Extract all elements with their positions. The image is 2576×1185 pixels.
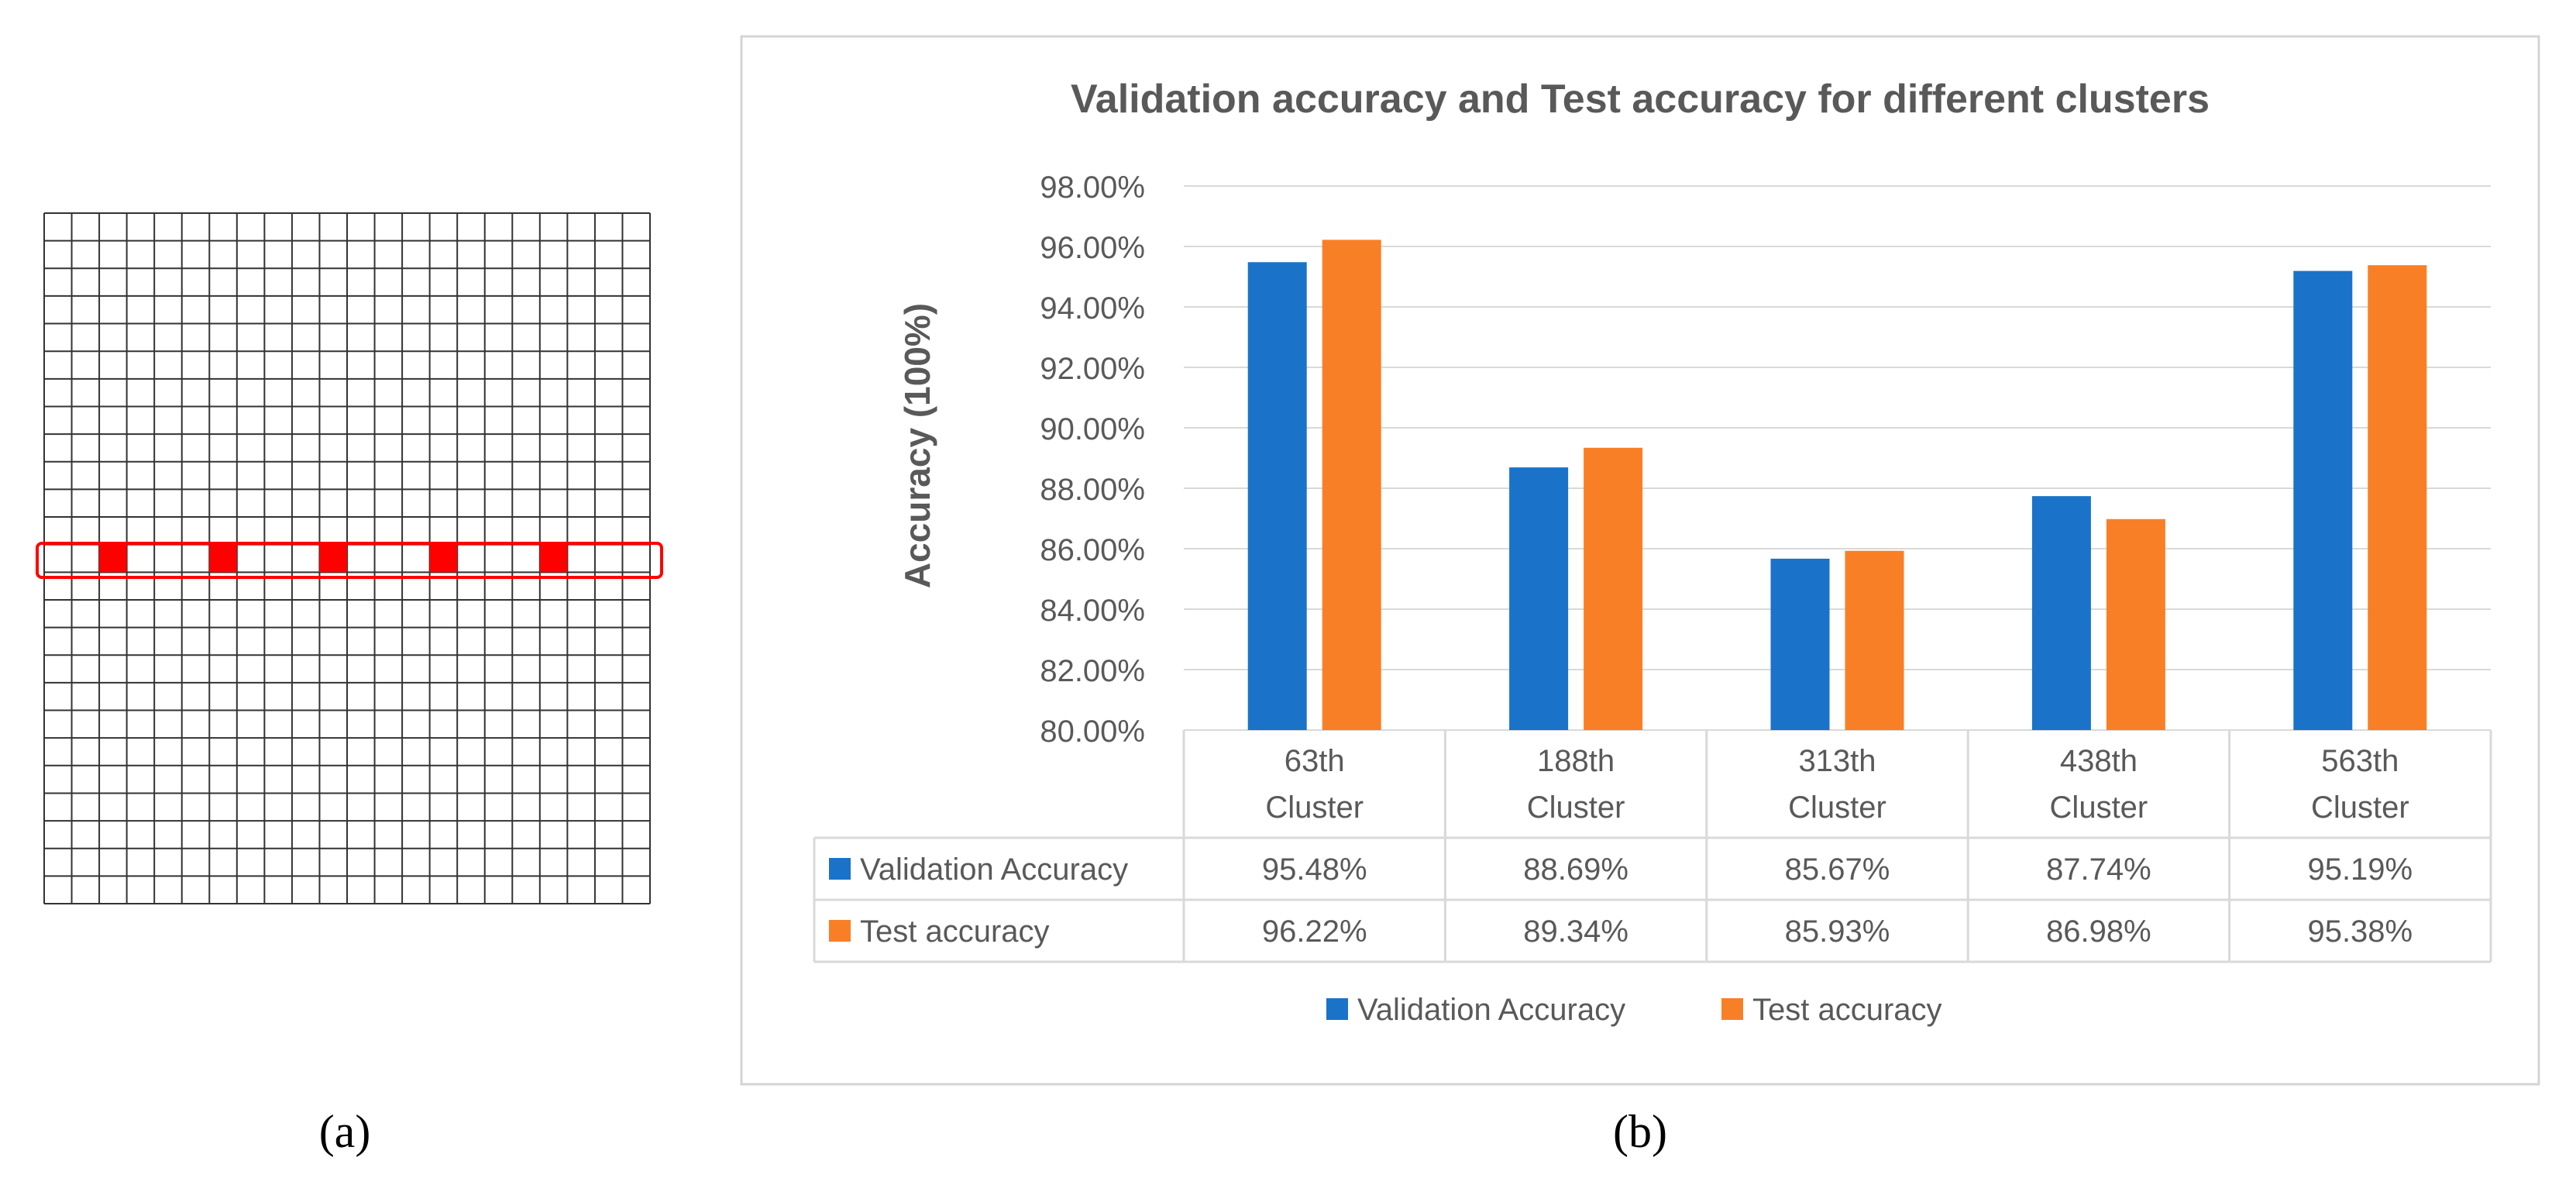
panel-a-label: (a) [319,1106,371,1157]
bar-validation-accuracy [1509,467,1569,730]
bar-test-accuracy [1845,550,1904,730]
table-series-label: Test accuracy [860,915,1050,949]
highlighted-cell [429,544,458,573]
data-label: 95.38% [2307,915,2413,949]
y-tick-label: 84.00% [1040,594,1145,628]
y-tick-label: 94.00% [1040,291,1145,326]
y-tick-label: 88.00% [1040,473,1145,507]
y-axis-label: Accuracy (100%) [897,303,937,588]
data-label: 85.93% [1785,915,1890,949]
bar-test-accuracy [1322,239,1381,730]
bar-validation-accuracy [1247,262,1307,730]
bar-validation-accuracy [2031,496,2091,730]
y-tick-label: 82.00% [1040,654,1145,688]
legend-label: Validation Accuracy [1357,993,1625,1027]
table-legend-key [829,858,851,880]
x-tick-label: Cluster [1527,791,1625,825]
x-tick-label: 438th [2060,744,2137,778]
y-gridlines [1184,185,2491,731]
data-table: 63th Cluster 188th Cluster 313th Cluster 438th… [813,730,2492,963]
x-tick-label: Cluster [2311,791,2409,825]
y-tick-label: 86.00% [1040,533,1145,567]
data-label: 95.48% [1262,853,1367,887]
data-label: 95.19% [2307,853,2413,887]
bar-validation-accuracy [1770,558,1830,730]
legend-label: Test accuracy [1752,993,1942,1027]
data-label: 85.67% [1785,853,1890,887]
highlighted-row-outline [36,542,663,579]
x-tick-label: 188th [1537,744,1615,778]
x-tick-label: 563th [2321,744,2399,778]
legend: Validation Accuracy Test accuracy [1326,993,1942,1027]
data-label: 89.34% [1523,915,1628,949]
highlighted-cell [539,544,568,573]
x-tick-label: Cluster [1788,791,1886,825]
y-tick-label: 92.00% [1040,352,1145,386]
x-tick-label: Cluster [1265,791,1364,825]
panel-b-label: (b) [1613,1106,1667,1157]
table-series-label: Validation Accuracy [860,853,1128,887]
grid-lines [43,212,651,904]
highlighted-cell [209,544,237,573]
data-label: 96.22% [1262,915,1367,949]
bar-test-accuracy [1584,447,1643,730]
highlighted-cell [99,544,127,573]
y-tick-labels: 80.00% 82.00% 84.00% 86.00% 88.00% 90.00% 92.0… [1040,171,1145,749]
data-label: 88.69% [1523,853,1628,887]
y-tick-label: 90.00% [1040,412,1145,446]
legend-key [1721,998,1743,1020]
y-tick-label: 96.00% [1040,231,1145,265]
chart-title: Validation accuracy and Test accuracy fo… [1071,77,2210,122]
highlighted-cells [99,544,568,573]
x-tick-label: Cluster [2050,791,2148,825]
y-tick-label: 80.00% [1040,715,1145,749]
data-label: 86.98% [2046,915,2151,949]
data-label: 87.74% [2046,853,2151,887]
x-tick-label: 313th [1798,744,1876,778]
bar-test-accuracy [2106,518,2165,730]
bars [1247,239,2427,731]
bar-validation-accuracy [2293,270,2353,731]
table-legend-key [829,920,851,942]
legend-key [1326,998,1348,1020]
panel-a-grid-figure [36,212,663,904]
highlighted-cell [319,544,347,573]
x-tick-label: 63th [1285,744,1345,778]
y-tick-label: 98.00% [1040,171,1145,205]
panel-b-chart: Validation accuracy and Test accuracy fo… [740,35,2540,1086]
bar-test-accuracy [2368,265,2427,730]
